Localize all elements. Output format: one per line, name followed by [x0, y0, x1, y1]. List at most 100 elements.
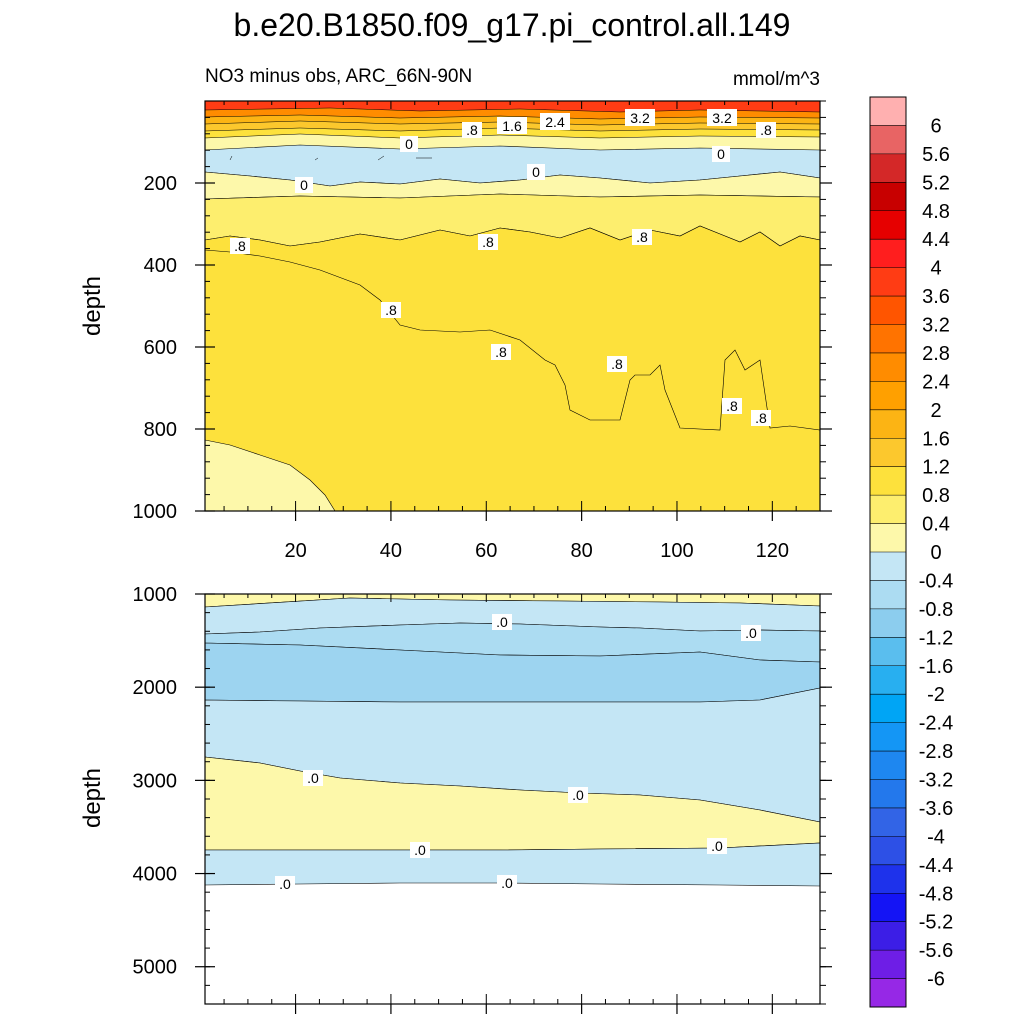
bottom-contour-label: .0 [492, 614, 512, 630]
top-band-deep-yellow [204, 225, 821, 431]
colorbar-swatch [870, 836, 906, 866]
bottom-contour-label: .0 [568, 787, 588, 803]
colorbar-label: 4.4 [922, 229, 950, 251]
bottom-y-tick-label: 2000 [133, 677, 178, 699]
colorbar-label: -3.6 [919, 798, 953, 820]
top-contour-label-text: 2.4 [545, 114, 565, 130]
top-contour-label: 0 [712, 146, 730, 162]
colorbar-swatch [870, 352, 906, 382]
colorbar-swatch [870, 495, 906, 524]
colorbar-label: -2 [927, 684, 945, 706]
colorbar-label: -6 [927, 969, 945, 991]
colorbar-swatch [870, 239, 906, 269]
top-contour-label: .8 [462, 122, 482, 138]
top-contour-label-text: .8 [755, 410, 767, 426]
top-contour-label: .8 [756, 122, 776, 138]
colorbar-label: -0.4 [919, 570, 953, 592]
bottom-x-axis [223, 594, 821, 1014]
top-x-tick-label: 40 [380, 540, 402, 562]
colorbar-label: -0.8 [919, 599, 953, 621]
colorbar-swatch [870, 466, 906, 496]
colorbar-swatch [870, 950, 906, 979]
top-x-tick-label: 100 [660, 540, 693, 562]
top-contour-label: 3.2 [625, 109, 655, 126]
colorbar-label: 6 [930, 115, 941, 137]
colorbar-label: -4.4 [919, 855, 953, 877]
top-contour-label-text: .8 [385, 302, 397, 318]
colorbar-label: 3.2 [922, 315, 950, 337]
colorbar-label: 1.2 [922, 457, 950, 479]
colorbar-swatch [870, 153, 906, 183]
top-contour-label-text: 3.2 [712, 110, 732, 126]
top-y-tick-label: 400 [144, 255, 177, 277]
top-contour-label: .8 [751, 410, 771, 426]
colorbar-swatch [870, 637, 906, 667]
bottom-y-axis: 1000 2000 3000 4000 5000 [133, 584, 832, 1005]
bottom-contour-label-text: .0 [279, 876, 291, 892]
top-panel-frame [204, 100, 821, 512]
bottom-y-tick-label: 5000 [133, 957, 178, 979]
bottom-contour-label-text: .0 [414, 842, 426, 858]
top-contour-label: .8 [491, 344, 511, 360]
top-contour-label-text: .8 [611, 356, 623, 372]
colorbar-label: -5.6 [919, 940, 953, 962]
bottom-contour-label: .0 [275, 876, 295, 892]
colorbar-swatch [870, 409, 906, 439]
colorbar-label: -4.8 [919, 883, 953, 905]
top-y-axis-label: depth [79, 276, 106, 336]
top-y-tick-label: 200 [144, 173, 177, 195]
bottom-contour-label: .0 [410, 842, 430, 858]
top-contour-label-text: .8 [495, 344, 507, 360]
colorbar-swatch [870, 921, 906, 951]
colorbar-swatch [870, 324, 906, 354]
colorbar-label: 2 [930, 400, 941, 422]
colorbar-label: -1.2 [919, 627, 953, 649]
bottom-contour-label-text: .0 [501, 875, 513, 891]
colorbar-label: -4 [927, 826, 945, 848]
colorbar-label: -3.2 [919, 770, 953, 792]
colorbar-swatch [870, 978, 906, 1008]
colorbar-label: -1.6 [919, 656, 953, 678]
colorbar-label: 2.4 [922, 371, 950, 393]
colorbar-swatch [870, 580, 906, 610]
bottom-y-axis-label: depth [79, 768, 106, 828]
top-contour-label-text: .8 [482, 234, 494, 250]
colorbar-swatch [870, 523, 906, 553]
colorbar-swatch [870, 864, 906, 894]
colorbar-swatch [870, 438, 906, 468]
top-contour-label-text: .8 [466, 122, 478, 138]
colorbar-label: -2.4 [919, 713, 953, 735]
top-contour-label-text: 0 [717, 146, 725, 162]
colorbar-swatch [870, 608, 906, 638]
bottom-contour-label-text: .0 [307, 770, 319, 786]
colorbar-label: 0.8 [922, 485, 950, 507]
top-contour-label: 2.4 [540, 113, 570, 130]
top-contour-label: .8 [478, 234, 498, 250]
top-contour-label-text: 0 [300, 177, 308, 193]
colorbar-label: -2.8 [919, 741, 953, 763]
colorbar-label: 5.2 [922, 172, 950, 194]
colorbar-label: 2.8 [922, 343, 950, 365]
colorbar-label: 4.8 [922, 201, 950, 223]
bottom-y-tick-label: 4000 [133, 864, 178, 886]
bottom-contour-label-text: .0 [711, 838, 723, 854]
colorbar-swatch [870, 722, 906, 752]
colorbar-label: 0 [930, 542, 941, 564]
top-y-axis: 200 400 600 800 1000 [133, 100, 832, 523]
top-contour-label-text: 0 [532, 164, 540, 180]
bottom-contour-label-text: .0 [745, 625, 757, 641]
colorbar-swatch [870, 552, 906, 581]
top-y-tick-label: 800 [144, 419, 177, 441]
colorbar-label: 4 [930, 258, 941, 280]
bottom-y-tick-label: 3000 [133, 770, 178, 792]
top-contour-label: .8 [381, 302, 401, 318]
bottom-contour-label: .0 [741, 625, 761, 641]
bottom-contour-label-text: .0 [496, 614, 508, 630]
bottom-contour-label: .0 [303, 770, 323, 786]
colorbar-label: 5.6 [922, 144, 950, 166]
colorbar-swatch [870, 807, 906, 837]
top-contour-label-text: 1.6 [502, 118, 522, 134]
chart-title: b.e20.B1850.f09_g17.pi_control.all.149 [234, 7, 791, 43]
top-panel [204, 100, 821, 512]
chart-subtitle-left: NO3 minus obs, ARC_66N-90N [205, 66, 472, 87]
